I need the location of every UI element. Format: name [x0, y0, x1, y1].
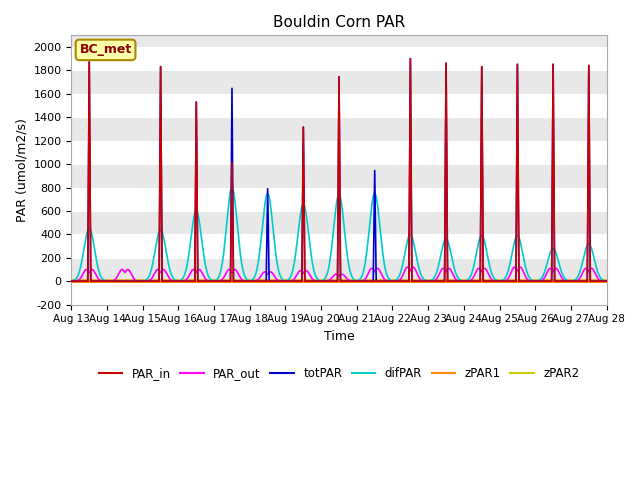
- Bar: [72, 47, 607, 71]
- Bar: [72, 188, 607, 211]
- Legend: PAR_in, PAR_out, totPAR, difPAR, zPAR1, zPAR2: PAR_in, PAR_out, totPAR, difPAR, zPAR1, …: [94, 362, 584, 385]
- Bar: [72, 234, 607, 258]
- X-axis label: Time: Time: [324, 330, 355, 343]
- Text: BC_met: BC_met: [79, 43, 132, 57]
- Y-axis label: PAR (umol/m2/s): PAR (umol/m2/s): [15, 118, 28, 222]
- Bar: [72, 281, 607, 305]
- Bar: [72, 141, 607, 164]
- Bar: [72, 94, 607, 117]
- Title: Bouldin Corn PAR: Bouldin Corn PAR: [273, 15, 405, 30]
